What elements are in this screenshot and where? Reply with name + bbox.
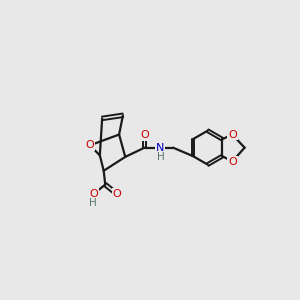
Text: O: O [112, 189, 121, 199]
Text: H: H [89, 198, 97, 208]
Text: O: O [140, 130, 149, 140]
Text: O: O [85, 140, 94, 150]
Text: O: O [89, 189, 98, 199]
Text: H: H [157, 152, 165, 162]
Text: O: O [228, 157, 237, 166]
Text: N: N [156, 143, 164, 153]
Text: O: O [228, 130, 237, 140]
